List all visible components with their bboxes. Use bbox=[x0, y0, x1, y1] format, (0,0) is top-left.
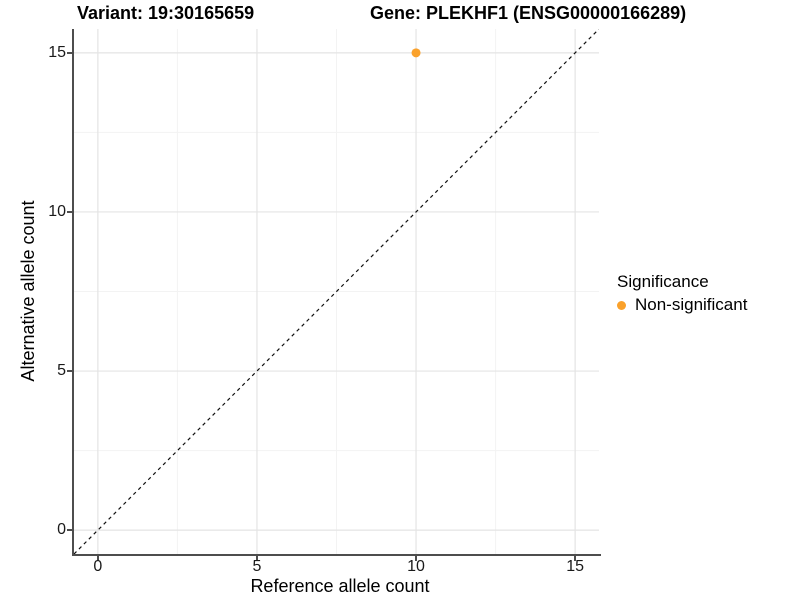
identity-line bbox=[74, 29, 599, 554]
y-tick-label: 10 bbox=[48, 202, 66, 220]
plot-panel bbox=[74, 29, 599, 554]
x-axis-line bbox=[72, 554, 601, 556]
x-tick-label: 10 bbox=[407, 558, 425, 575]
x-tick-mark bbox=[574, 556, 577, 561]
y-tick-mark bbox=[67, 370, 72, 373]
legend-item-label: Non-significant bbox=[635, 295, 748, 314]
legend-point-icon bbox=[617, 300, 626, 310]
y-axis-line bbox=[72, 29, 74, 556]
x-tick-mark bbox=[415, 556, 418, 561]
x-tick-mark bbox=[255, 556, 258, 561]
plot-title-gene: Gene: PLEKHF1 (ENSG00000166289) bbox=[370, 3, 687, 23]
legend-item-non-significant: Non-significant bbox=[617, 295, 747, 315]
y-tick-label: 0 bbox=[57, 521, 66, 539]
legend: Significance Non-significant bbox=[617, 272, 747, 315]
legend-title: Significance bbox=[617, 272, 709, 291]
x-axis-title: Reference allele count bbox=[250, 576, 430, 596]
y-tick-mark bbox=[67, 210, 72, 213]
y-tick-label: 15 bbox=[48, 43, 66, 61]
x-tick-label: 15 bbox=[566, 558, 585, 575]
y-tick-mark bbox=[67, 529, 72, 532]
y-tick-label: 5 bbox=[57, 362, 66, 380]
x-tick-mark bbox=[96, 556, 99, 561]
x-tick-label: 0 bbox=[93, 558, 103, 575]
y-tick-mark bbox=[67, 51, 72, 54]
y-axis-title: Alternative allele count bbox=[18, 200, 38, 382]
x-tick-label: 5 bbox=[252, 558, 262, 575]
data-point bbox=[411, 48, 421, 58]
plot-title-variant: Variant: 19:30165659 bbox=[77, 3, 255, 23]
